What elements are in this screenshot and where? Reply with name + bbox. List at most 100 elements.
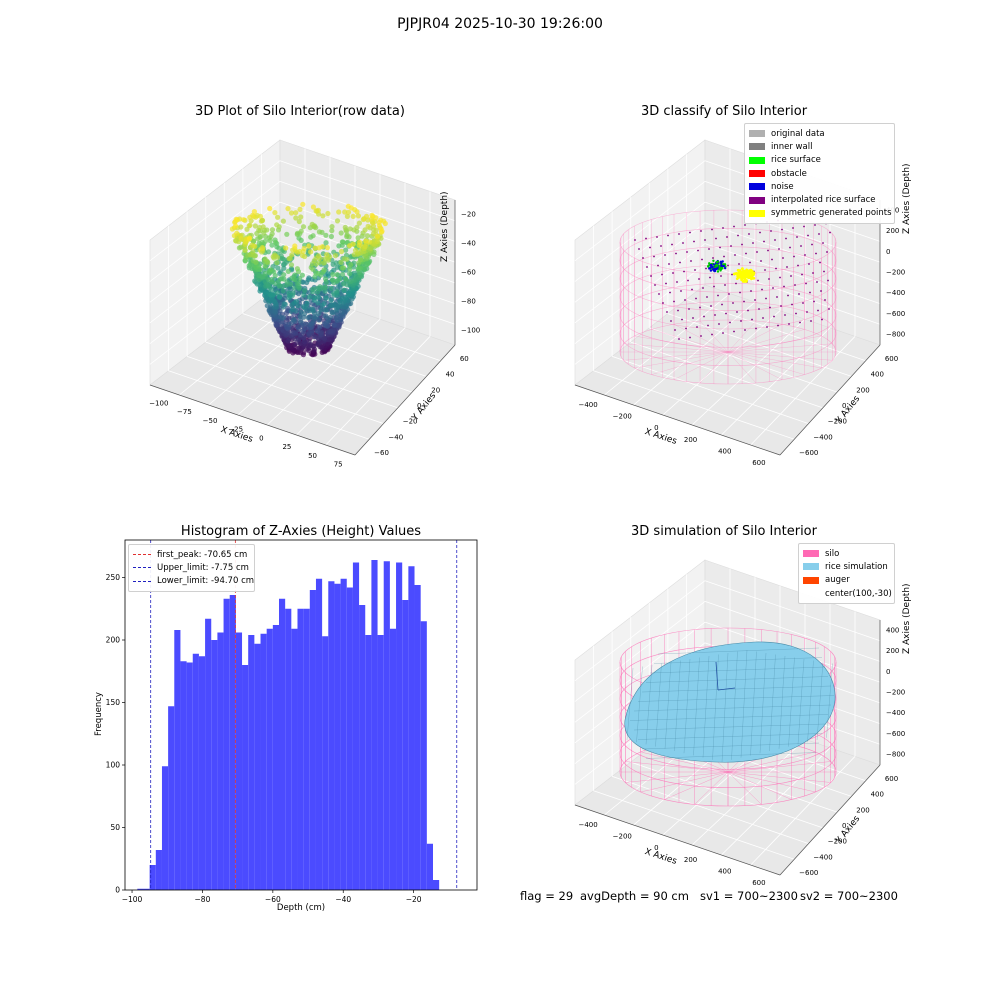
scatter-point [273,321,279,327]
interpolated-point [695,297,697,300]
y-tick-label: 600 [885,355,898,363]
interpolated-point [730,245,732,247]
legend-entry: symmetric generated points [749,207,892,220]
scatter-point [334,218,341,224]
y-axis-line [354,344,456,456]
x-tick-label: 200 [684,436,697,444]
floor-gridline [612,356,809,424]
histogram-bar [279,598,286,890]
silo-spoke [694,771,729,805]
scatter-point [298,214,304,220]
interpolated-point [694,269,696,271]
legend-label: noise [771,181,794,192]
scatter-point [350,213,356,219]
interpolated-point [707,324,709,327]
silo-spoke [634,335,729,353]
scatter-point [327,314,333,321]
interpolated-point [829,231,831,234]
rice-surface-point [714,268,717,271]
y-tick-label: 20 [431,386,440,394]
scatter-point [329,228,335,234]
histogram-bar [186,662,193,890]
interpolated-point [739,291,741,294]
scatter-point [274,290,280,296]
x-tick-label: −400 [578,821,597,829]
scatter-point [310,286,316,292]
interpolated-point [796,236,798,238]
interpolated-point [766,326,768,328]
scatter-point [315,253,322,259]
scatter-point [342,276,349,282]
interpolated-point [740,320,742,322]
legend-entry: interpolated rice surface [749,193,890,206]
silo-spoke [727,771,816,793]
scatter-point [297,206,303,212]
rice-surface-point [719,269,722,272]
silo-spoke [664,771,729,800]
mesh-line [626,667,634,741]
scatter-point [347,270,353,277]
z-gridline [574,201,706,303]
interpolated-point [664,254,666,256]
floor-gridline [630,341,823,409]
floor-gridline [633,301,756,406]
floor-gridline [187,356,384,424]
histogram-bar [309,590,316,890]
floor-gridline [630,761,823,829]
silo-ring [619,319,837,385]
scatter-point [310,306,316,313]
interpolated-point [750,290,752,292]
interpolated-point [808,263,810,265]
legend-label: center(100,-30) [825,588,892,599]
z-tick-label: −200 [886,689,905,697]
floor-gridline [721,327,831,436]
symmetric-point [740,267,744,271]
z-gridline [574,580,706,682]
mesh-line [641,742,820,750]
x-axis-line [574,804,781,876]
histogram-bar [285,608,292,890]
scatter-point [332,253,339,259]
scatter-point [251,209,257,215]
histogram-bar [433,880,440,890]
histogram-bar [192,653,199,890]
scatter-point [262,263,268,269]
interpolated-point [734,254,736,256]
mesh-line [645,676,829,683]
scatter-point [275,265,281,271]
legend-label: first_peak: -70.65 cm [157,549,248,560]
interpolated-point [748,233,750,235]
scatter-point [300,224,307,230]
legend-entry: obstacle [749,167,890,180]
y-tick-label: −200 [828,418,847,426]
legend-entry: center(100,-30) [803,587,892,600]
interpolated-point [809,291,811,294]
scatter-point [293,210,299,216]
histogram-bar [155,850,162,890]
z-gridline [279,201,456,263]
legend-swatch [749,130,765,138]
scatter-point [289,252,295,258]
histogram-bar [272,625,279,890]
scatter-point [281,272,287,278]
floor-gridline [593,790,795,860]
scatter-point [324,307,330,313]
z-gridline [574,601,706,702]
panel2-silo-wireframe [619,209,837,385]
x-tick-label: 50 [308,452,317,460]
legend-swatch [803,563,819,571]
x-tick-label: −80 [195,895,211,904]
interpolated-point [727,264,729,267]
scatter-point [328,233,334,240]
symmetric-point [742,271,746,275]
symmetric-point [741,276,745,280]
scatter-point [295,324,301,330]
histogram-bar [346,587,353,890]
y-tick-label: 400 [871,791,884,799]
interpolated-point [805,282,807,285]
scatter-point [286,256,292,262]
rice-surface-point [723,266,727,270]
scatter-point [317,324,323,330]
scatter-point [329,224,335,230]
histogram-bar [377,635,384,890]
